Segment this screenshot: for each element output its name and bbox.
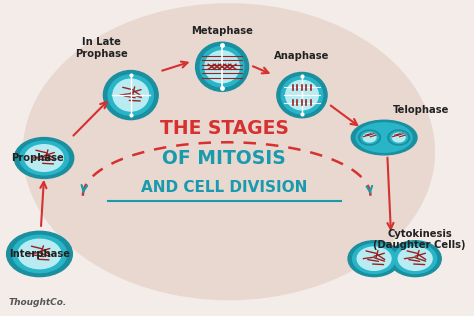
- Ellipse shape: [356, 123, 412, 152]
- Ellipse shape: [390, 131, 408, 143]
- Ellipse shape: [351, 120, 417, 155]
- Ellipse shape: [357, 247, 391, 270]
- Text: Metaphase: Metaphase: [191, 26, 253, 36]
- Text: ThoughtCo.: ThoughtCo.: [9, 298, 67, 307]
- Ellipse shape: [277, 72, 327, 118]
- Ellipse shape: [361, 131, 378, 143]
- Text: OF MITOSIS: OF MITOSIS: [163, 149, 286, 167]
- Ellipse shape: [12, 235, 67, 273]
- Ellipse shape: [196, 42, 248, 91]
- Ellipse shape: [388, 130, 410, 145]
- Text: Prophase: Prophase: [11, 153, 64, 163]
- Ellipse shape: [7, 231, 73, 276]
- Ellipse shape: [353, 244, 396, 273]
- Ellipse shape: [19, 141, 69, 175]
- Ellipse shape: [358, 130, 381, 145]
- Ellipse shape: [24, 4, 434, 300]
- Ellipse shape: [394, 244, 437, 273]
- Text: Cytokinesis
(Daughter Cells): Cytokinesis (Daughter Cells): [374, 229, 466, 250]
- Text: AND CELL DIVISION: AND CELL DIVISION: [141, 180, 308, 195]
- Ellipse shape: [200, 46, 244, 87]
- Ellipse shape: [18, 239, 61, 269]
- Ellipse shape: [103, 70, 158, 120]
- Text: Interphase: Interphase: [9, 249, 70, 259]
- Text: Telophase: Telophase: [392, 105, 449, 115]
- Ellipse shape: [389, 241, 441, 276]
- Ellipse shape: [281, 76, 323, 114]
- Ellipse shape: [363, 133, 376, 142]
- Ellipse shape: [113, 79, 148, 111]
- Ellipse shape: [205, 51, 239, 83]
- Text: In Late
Prophase: In Late Prophase: [75, 37, 128, 59]
- Ellipse shape: [286, 80, 319, 110]
- Ellipse shape: [348, 241, 400, 276]
- Ellipse shape: [398, 247, 432, 270]
- Ellipse shape: [108, 75, 154, 115]
- Ellipse shape: [25, 145, 64, 171]
- Text: THE STAGES: THE STAGES: [160, 118, 289, 137]
- Ellipse shape: [14, 137, 74, 179]
- Text: Anaphase: Anaphase: [274, 51, 329, 61]
- Ellipse shape: [392, 133, 405, 142]
